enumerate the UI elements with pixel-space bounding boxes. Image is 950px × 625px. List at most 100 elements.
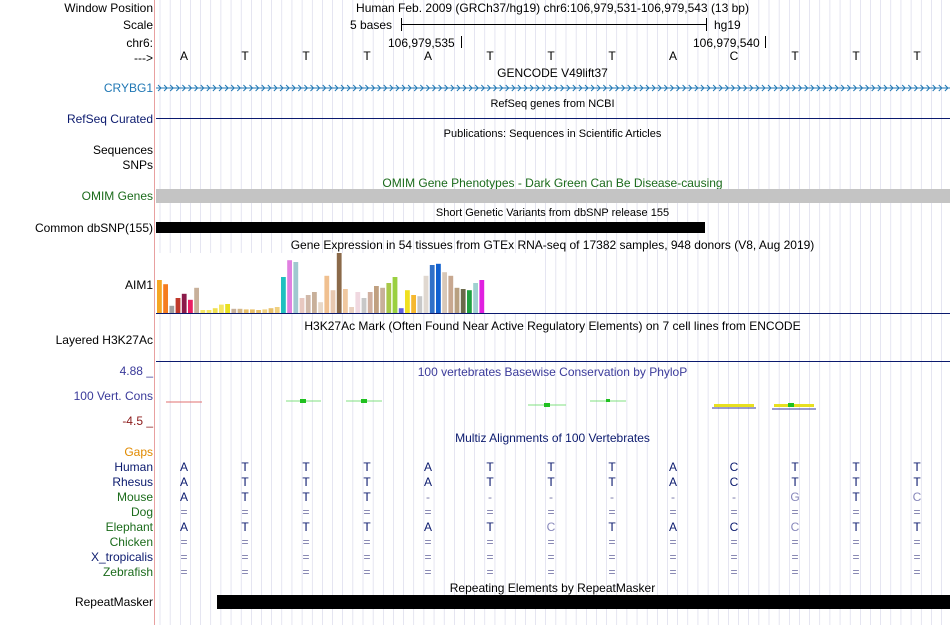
gencode-strand-arrow (480, 84, 486, 92)
gtex-title[interactable]: Gene Expression in 54 tissues from GTEx … (290, 238, 815, 252)
multiz-species-label[interactable]: Zebrafish (102, 565, 153, 579)
gencode-strand-arrow (822, 84, 827, 92)
gtex-tissue-bar (237, 308, 243, 313)
multiz-base: T (241, 475, 249, 489)
scale-bar-right-tick (706, 18, 707, 31)
multiz-species-label[interactable]: Elephant (105, 520, 153, 534)
multiz-base: = (913, 565, 921, 579)
repeatmasker-label[interactable]: RepeatMasker (74, 595, 153, 609)
refseq-gene-line[interactable] (156, 118, 950, 119)
gencode-strand-arrow (444, 84, 449, 92)
gtex-tissue-bar (268, 308, 274, 313)
gencode-strand-arrow (712, 84, 717, 92)
gencode-strand-arrow (541, 84, 547, 92)
dbsnp-title[interactable]: Short Genetic Variants from dbSNP releas… (435, 207, 670, 219)
gencode-strand-arrow (212, 84, 217, 92)
gtex-tissue-bar (411, 295, 416, 313)
gtex-tissue-bar (305, 295, 311, 313)
gtex-tissue-bar (318, 302, 323, 313)
multiz-base: = (791, 550, 799, 564)
multiz-species-label[interactable]: X_tropicalis (90, 550, 153, 564)
phylop-max-label: 4.88 _ (119, 364, 153, 378)
h3k27ac-title[interactable]: H3K27Ac Mark (Often Found Near Active Re… (304, 319, 801, 333)
gtex-tissue-bar (181, 293, 187, 313)
gencode-strand-arrow (566, 84, 571, 92)
gencode-strand-arrow (291, 84, 296, 92)
refseq-label[interactable]: RefSeq Curated (66, 112, 153, 126)
multiz-species-label[interactable]: Chicken (109, 535, 153, 549)
sequences-label[interactable]: Sequences (92, 143, 153, 157)
gencode-title[interactable]: GENCODE V49lift37 (497, 66, 608, 80)
gencode-strand-arrow (743, 84, 748, 92)
repeatmasker-feature[interactable] (217, 595, 950, 609)
snps-label[interactable]: SNPs (122, 158, 153, 172)
multiz-species-label[interactable]: Mouse (116, 490, 153, 504)
base-letter: C (729, 49, 739, 63)
gtex-tissue-bar (175, 298, 181, 313)
multiz-base: = (180, 505, 188, 519)
gencode-strand-arrow (188, 84, 193, 92)
multiz-base: T (608, 460, 616, 474)
gencode-strand-arrow (895, 84, 900, 92)
phylop-mark-7-peak (788, 403, 794, 407)
multiz-base: = (424, 535, 432, 549)
omim-title[interactable]: OMIM Gene Phenotypes - Dark Green Can Be… (382, 176, 723, 190)
gencode-strand-arrow (230, 84, 235, 92)
base-letter: A (179, 49, 188, 63)
multiz-base: = (424, 550, 432, 564)
multiz-base: T (363, 460, 371, 474)
gencode-strand-arrow (871, 84, 876, 92)
publications-title[interactable]: Publications: Sequences in Scientific Ar… (443, 128, 662, 140)
chrom-label: chr6: (126, 36, 153, 50)
gencode-strand-arrow (273, 84, 278, 92)
gencode-strand-arrow (468, 84, 473, 92)
base-letter: A (423, 49, 432, 63)
multiz-base: = (363, 565, 371, 579)
gencode-strand-arrow (255, 84, 260, 92)
multiz-base: = (180, 550, 188, 564)
h3k27ac-label[interactable]: Layered H3K27Ac (55, 333, 153, 347)
phylop-mark-2-peak (300, 399, 306, 403)
phylop-signal[interactable] (156, 395, 950, 415)
multiz-base: = (302, 505, 310, 519)
multiz-base: = (241, 535, 249, 549)
gencode-strand-arrow (407, 84, 412, 92)
gencode-strand-arrow (529, 84, 534, 92)
multiz-species-label[interactable]: Human (114, 460, 153, 474)
phylop-label[interactable]: 100 Vert. Cons (73, 389, 153, 403)
multiz-species-label[interactable]: Dog (130, 505, 153, 519)
gtex-bar-chart[interactable] (156, 252, 536, 314)
gencode-strand-arrow (182, 84, 187, 92)
gencode-strand-arrow (694, 84, 699, 92)
multiz-base: = (608, 565, 616, 579)
gencode-gene-feature[interactable] (156, 80, 950, 96)
omim-label[interactable]: OMIM Genes (81, 189, 153, 203)
dbsnp-label[interactable]: Common dbSNP(155) (34, 221, 153, 235)
multiz-base: T (852, 490, 860, 504)
gtex-gene-label[interactable]: AIM1 (124, 278, 153, 292)
gencode-strand-arrow (371, 84, 376, 92)
phylop-title[interactable]: 100 vertebrates Basewise Conservation by… (417, 365, 688, 379)
gencode-strand-arrow (450, 84, 455, 92)
gencode-strand-arrow (810, 84, 815, 92)
position-text[interactable]: Human Feb. 2009 (GRCh37/hg19) chr6:106,9… (356, 1, 749, 15)
gencode-strand-arrow (285, 84, 290, 92)
multiz-title[interactable]: Multiz Alignments of 100 Vertebrates (455, 431, 650, 445)
multiz-species-label[interactable]: Rhesus (112, 475, 153, 489)
repeatmasker-title[interactable]: Repeating Elements by RepeatMasker (449, 581, 656, 595)
gencode-strand-arrow (236, 84, 242, 92)
gencode-strand-arrow (718, 84, 723, 92)
gencode-strand-arrow (523, 84, 528, 92)
gencode-strand-arrow (505, 84, 510, 92)
multiz-base: = (791, 505, 799, 519)
gtex-tissue-bar (423, 275, 429, 313)
gtex-tissue-bar (262, 309, 268, 313)
multiz-base: T (547, 475, 555, 489)
dbsnp-feature[interactable] (156, 222, 705, 233)
refseq-title[interactable]: RefSeq genes from NCBI (490, 98, 615, 110)
omim-feature[interactable] (156, 189, 950, 203)
gencode-gene-label[interactable]: CRYBG1 (103, 81, 153, 95)
gtex-tissue-bar (343, 289, 348, 313)
gaps-label[interactable]: Gaps (124, 445, 153, 459)
base-letter: T (852, 49, 860, 63)
